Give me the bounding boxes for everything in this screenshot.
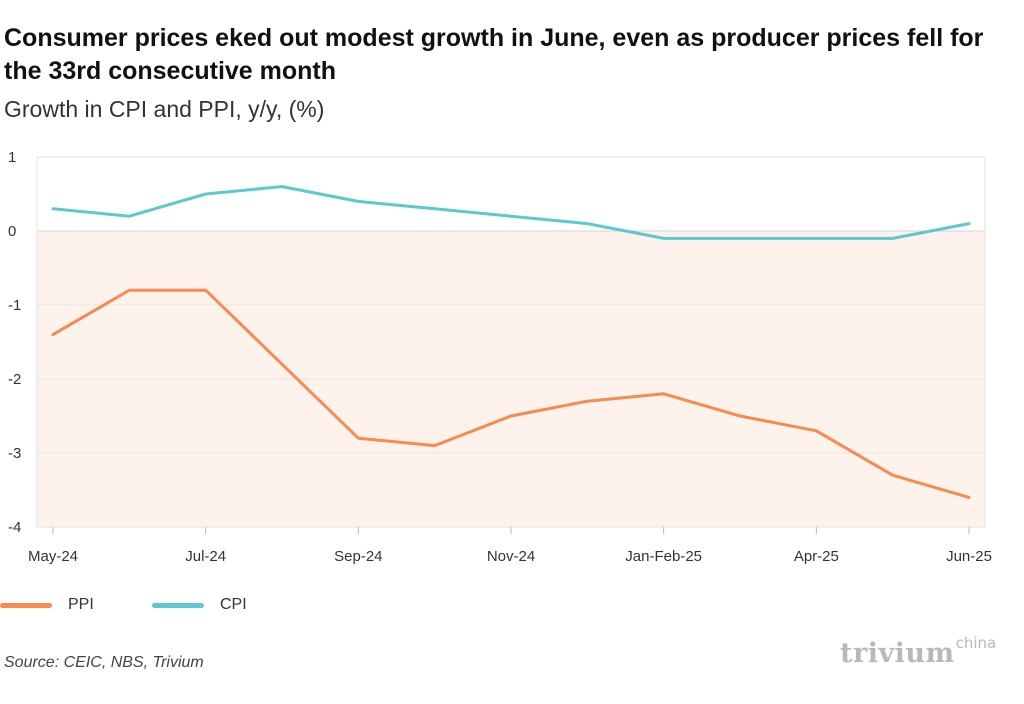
x-tick-label: Apr-25 [794,548,839,565]
x-tick-label: May-24 [28,548,78,565]
x-axis: May-24 Jul-24 Sep-24 Nov-24 Jan-Feb-25 Apr-25… [28,527,992,565]
x-tick-label: Jun-25 [946,548,992,565]
legend-swatch-cpi [152,602,204,608]
y-tick-label: -4 [8,519,21,536]
x-tick-label: Jan-Feb-25 [625,548,702,565]
source-note: Source: CEIC, NBS, Trivium [4,654,204,671]
y-tick-label: -3 [8,445,21,462]
x-tick-label: Nov-24 [487,548,535,565]
chart-subtitle: Growth in CPI and PPI, y/y, (%) [4,96,325,122]
series-line-cpi [51,185,971,240]
legend-label-ppi: PPI [68,596,94,613]
x-tick-label: Jul-24 [185,548,226,565]
y-tick-label: -1 [8,297,21,314]
legend-label-cpi: CPI [220,596,247,613]
line-chart: 1 0 -1 -2 -3 -4 May-24 Jul-24 Sep-24 Nov-24 Jan-F… [8,149,992,565]
series-lines [51,185,971,499]
y-tick-label: -2 [8,371,21,388]
legend-item-ppi: PPI [0,596,94,614]
trivium-logo: triviumchina [840,634,996,669]
y-axis: 1 0 -1 -2 -3 -4 [8,149,21,536]
logo-superscript: china [955,634,997,652]
logo-text: trivium [840,638,955,669]
y-tick-label: 1 [8,149,16,166]
series-line-ppi [51,288,971,499]
legend-swatch-ppi [0,602,52,608]
chart-title: Consumer prices eked out modest growth i… [4,24,984,85]
x-tick-label: Sep-24 [334,548,382,565]
y-tick-label: 0 [8,223,16,240]
legend-item-cpi: CPI [152,596,247,614]
